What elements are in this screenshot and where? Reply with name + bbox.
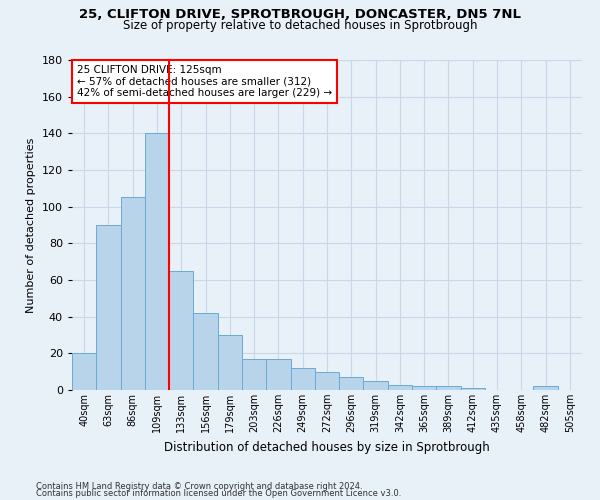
- Text: Contains public sector information licensed under the Open Government Licence v3: Contains public sector information licen…: [36, 489, 401, 498]
- Bar: [242, 359, 266, 390]
- Text: 25 CLIFTON DRIVE: 125sqm
← 57% of detached houses are smaller (312)
42% of semi-: 25 CLIFTON DRIVE: 125sqm ← 57% of detach…: [77, 65, 332, 98]
- X-axis label: Distribution of detached houses by size in Sprotbrough: Distribution of detached houses by size …: [164, 440, 490, 454]
- Bar: [339, 377, 364, 390]
- Text: Contains HM Land Registry data © Crown copyright and database right 2024.: Contains HM Land Registry data © Crown c…: [36, 482, 362, 491]
- Bar: [145, 134, 169, 390]
- Bar: [266, 359, 290, 390]
- Bar: [315, 372, 339, 390]
- Bar: [412, 386, 436, 390]
- Bar: [72, 354, 96, 390]
- Bar: [461, 388, 485, 390]
- Bar: [193, 313, 218, 390]
- Bar: [96, 225, 121, 390]
- Bar: [290, 368, 315, 390]
- Bar: [121, 198, 145, 390]
- Text: 25, CLIFTON DRIVE, SPROTBROUGH, DONCASTER, DN5 7NL: 25, CLIFTON DRIVE, SPROTBROUGH, DONCASTE…: [79, 8, 521, 20]
- Bar: [218, 335, 242, 390]
- Text: Size of property relative to detached houses in Sprotbrough: Size of property relative to detached ho…: [123, 19, 477, 32]
- Bar: [364, 381, 388, 390]
- Bar: [169, 271, 193, 390]
- Y-axis label: Number of detached properties: Number of detached properties: [26, 138, 36, 312]
- Bar: [388, 384, 412, 390]
- Bar: [436, 386, 461, 390]
- Bar: [533, 386, 558, 390]
